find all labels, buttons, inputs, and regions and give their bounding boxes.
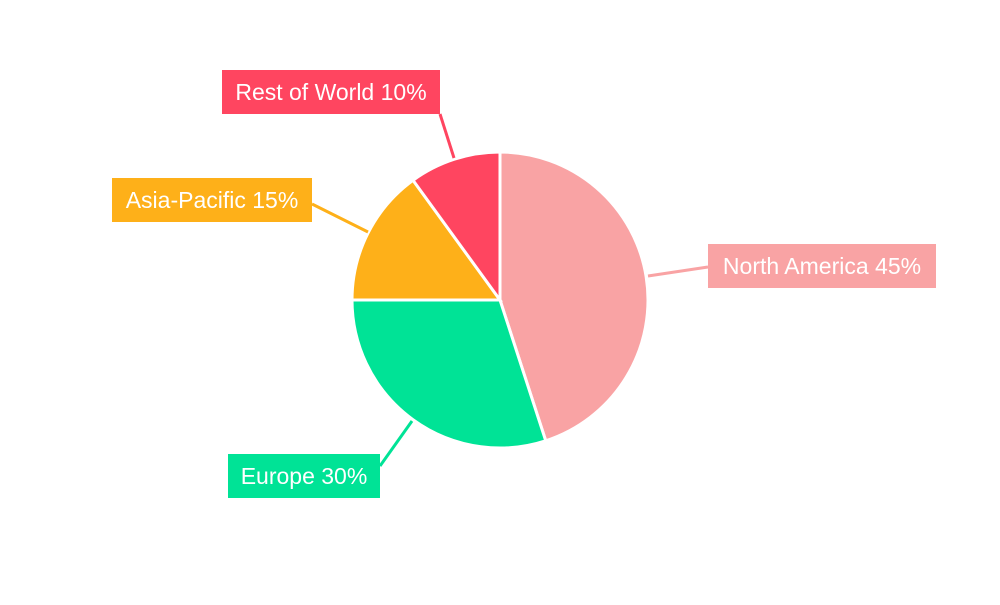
leader-line — [647, 265, 709, 278]
data-label-background — [112, 178, 312, 222]
data-label: Rest of World 10% — [235, 79, 426, 105]
leader-line — [311, 202, 369, 234]
pie-slice-rest-of-world[interactable] — [410, 150, 502, 305]
data-label-background — [228, 454, 380, 498]
pie-slice-north-america[interactable] — [498, 150, 650, 443]
leader-line — [438, 113, 456, 159]
data-label-background — [708, 244, 936, 288]
pie-slice-europe[interactable] — [350, 298, 548, 450]
leader-line — [378, 420, 414, 467]
data-label: Europe 30% — [241, 463, 368, 489]
data-label: North America 45% — [723, 253, 921, 279]
data-label: Asia-Pacific 15% — [126, 187, 299, 213]
data-label-background — [222, 70, 440, 114]
pie-slice-asia-pacific[interactable] — [350, 178, 503, 302]
